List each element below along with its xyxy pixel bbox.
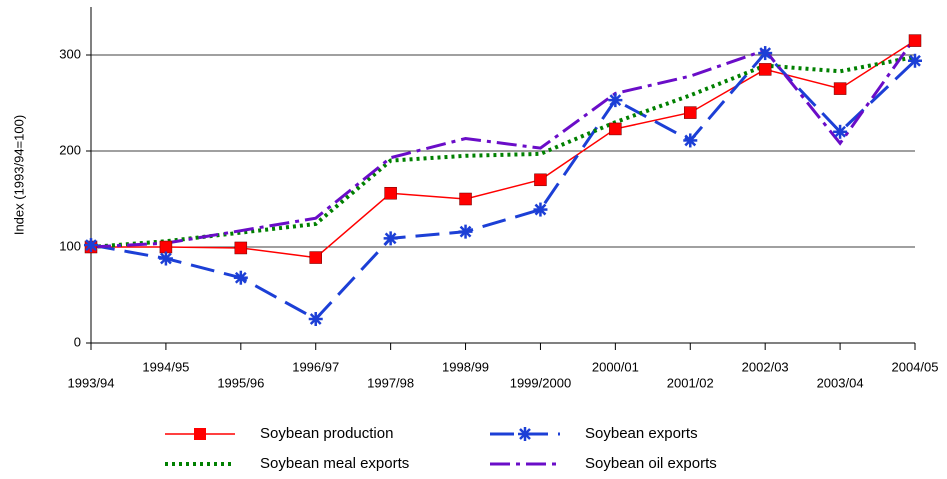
marker (158, 251, 173, 266)
marker (459, 192, 472, 206)
legend-marker-shape (194, 428, 206, 440)
marker (833, 82, 847, 95)
marker (309, 251, 322, 264)
x-tick-label: 1996/97 (292, 359, 339, 374)
marker-stroke (534, 203, 547, 216)
marker (384, 186, 397, 200)
legend-marker-shape (518, 427, 532, 441)
x-tick-label: 1997/98 (367, 375, 414, 390)
marker-stroke (759, 47, 772, 59)
marker (308, 312, 323, 326)
marker (534, 173, 547, 187)
x-tick-label: 2000/01 (592, 359, 639, 374)
x-tick-label: 1999/2000 (510, 375, 571, 390)
x-tick-label: 2001/02 (667, 375, 714, 390)
marker (458, 224, 473, 239)
marker-stroke (234, 271, 247, 284)
x-tick-label: 1998/99 (442, 359, 489, 374)
series-line (90, 50, 917, 321)
x-tick-label: 1994/95 (142, 359, 189, 374)
legend-marker (194, 428, 206, 440)
y-axis-label: Index (1993/94=100) (11, 115, 26, 235)
marker (234, 241, 248, 255)
y-tick-label: 100 (59, 238, 81, 253)
y-tick-label: 300 (59, 46, 81, 61)
marker (684, 106, 697, 119)
x-tick-label: 1995/96 (217, 375, 264, 390)
marker-stroke (609, 94, 622, 107)
marker-stroke (160, 252, 172, 265)
marker-stroke (834, 125, 846, 138)
legend-label: Soybean oil exports (585, 455, 717, 472)
y-tick-label: 200 (59, 142, 81, 157)
x-tick-label: 1993/94 (68, 375, 115, 390)
marker (908, 53, 922, 68)
marker (908, 34, 922, 47)
series-line (90, 36, 917, 249)
marker-stroke (519, 428, 531, 440)
marker (159, 240, 173, 254)
legend-label: Soybean production (260, 425, 393, 442)
legend-label: Soybean exports (585, 425, 698, 442)
marker (233, 270, 248, 285)
x-tick-label: 2002/03 (742, 359, 789, 374)
series-line (90, 54, 916, 249)
marker-stroke (909, 54, 921, 67)
marker (608, 93, 623, 108)
series-line (91, 39, 916, 259)
marker-stroke (85, 239, 97, 251)
marker (609, 122, 622, 136)
marker (683, 133, 698, 148)
marker (533, 202, 548, 217)
marker (84, 238, 98, 253)
marker (383, 231, 398, 246)
marker-stroke (309, 313, 322, 325)
marker (758, 46, 773, 61)
legend-label: Soybean meal exports (260, 455, 409, 472)
marker-stroke (384, 232, 397, 245)
y-tick-label: 0 (74, 334, 81, 349)
legend-marker (518, 427, 532, 441)
marker-stroke (684, 134, 697, 147)
marker (758, 63, 772, 76)
marker (833, 124, 848, 139)
x-tick-label: 2003/04 (817, 375, 864, 390)
x-tick-label: 2004/05 (892, 359, 939, 374)
marker-stroke (459, 225, 472, 238)
